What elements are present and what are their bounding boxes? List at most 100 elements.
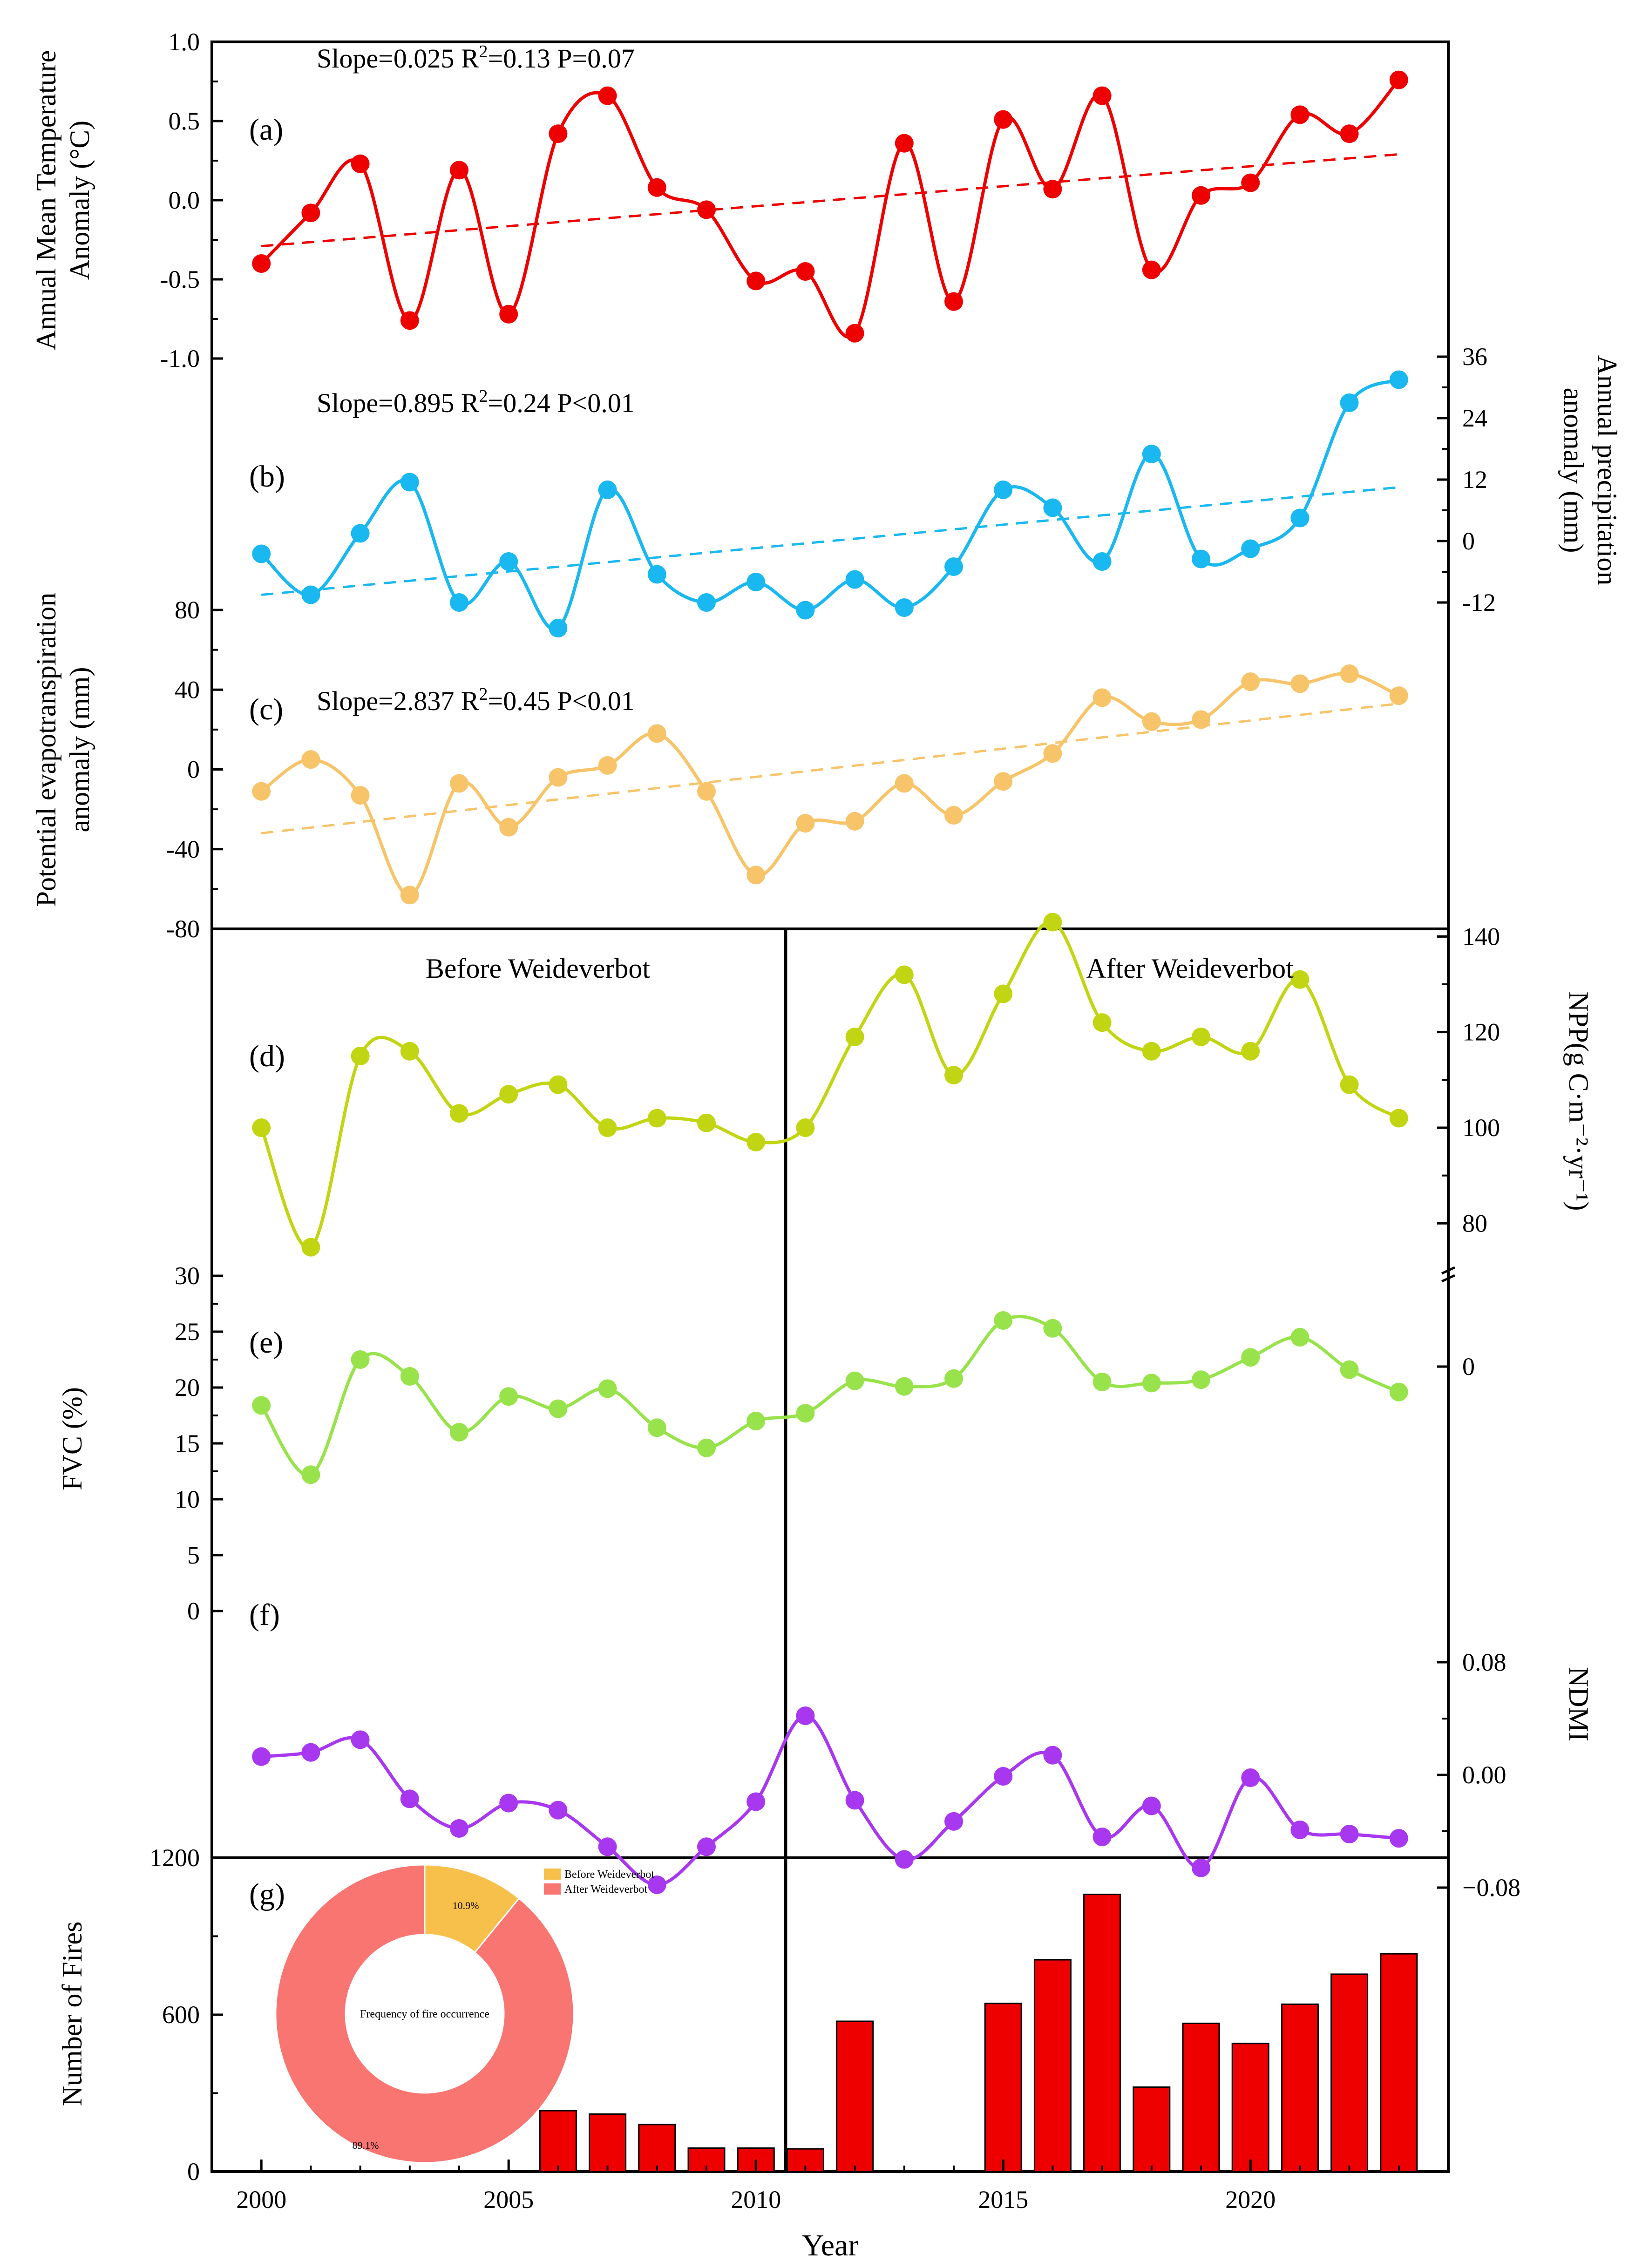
panel-label-c: (c) bbox=[249, 692, 283, 726]
stats-a: Slope=0.025 R2=0.13 P=0.07 bbox=[317, 42, 635, 74]
point-e-2004 bbox=[450, 1423, 468, 1442]
point-a-2008 bbox=[647, 178, 666, 197]
point-e-2007 bbox=[598, 1379, 617, 1398]
point-a-2004 bbox=[450, 161, 468, 180]
tick-label-f: −0.08 bbox=[1462, 1874, 1520, 1902]
point-f-2006 bbox=[549, 1801, 568, 1820]
fire-bar-2022 bbox=[1330, 1973, 1369, 2173]
point-c-2022 bbox=[1340, 664, 1359, 683]
tick-label-c: 80 bbox=[175, 596, 200, 624]
tick-label-f: 0.00 bbox=[1462, 1761, 1506, 1789]
point-e-2015 bbox=[994, 1311, 1013, 1330]
text-labels: (a) (b) (c) (d) (e) (f) (g) Slope=0.025 R2=0.13… bbox=[31, 42, 1622, 2106]
point-b-2019 bbox=[1192, 549, 1210, 569]
point-b-2000 bbox=[252, 544, 271, 563]
point-b-2015 bbox=[994, 481, 1013, 499]
point-e-2011 bbox=[796, 1404, 815, 1423]
point-e-2016 bbox=[1043, 1319, 1062, 1338]
point-e-2001 bbox=[301, 1465, 320, 1484]
fire-bar-2012 bbox=[836, 2020, 874, 2173]
point-f-2022 bbox=[1340, 1825, 1359, 1844]
point-e-2021 bbox=[1290, 1328, 1310, 1347]
axis-break bbox=[1441, 1266, 1456, 1275]
legend-label-1: After Weideverbot bbox=[564, 1883, 648, 1896]
point-a-2013 bbox=[895, 134, 914, 153]
trend-line-a bbox=[261, 153, 1399, 248]
fire-bar-2023 bbox=[1380, 1953, 1418, 2173]
point-d-2009 bbox=[697, 1113, 716, 1132]
point-c-2000 bbox=[252, 782, 271, 801]
point-b-2009 bbox=[697, 593, 716, 612]
point-e-2009 bbox=[697, 1438, 716, 1457]
tick-label-e: 20 bbox=[175, 1374, 200, 1401]
stats-b: Slope=0.895 R2=0.24 P<0.01 bbox=[317, 386, 635, 418]
tick-label-d: 120 bbox=[1462, 1018, 1500, 1046]
point-d-2014 bbox=[944, 1066, 963, 1085]
point-c-2012 bbox=[845, 812, 864, 831]
point-b-2011 bbox=[796, 601, 815, 620]
x-tick-label: 2000 bbox=[236, 2186, 286, 2214]
point-a-2017 bbox=[1093, 86, 1112, 105]
tick-label-a: -0.5 bbox=[160, 265, 200, 293]
point-a-2009 bbox=[697, 200, 716, 219]
point-c-2005 bbox=[499, 818, 518, 837]
point-b-2008 bbox=[647, 565, 666, 584]
point-f-2009 bbox=[697, 1837, 716, 1856]
tick-label-g: 1200 bbox=[149, 1844, 200, 1872]
point-a-2000 bbox=[252, 254, 271, 273]
tick-label-a: 1.0 bbox=[169, 28, 200, 56]
point-c-2010 bbox=[746, 866, 766, 885]
series-line-a bbox=[260, 79, 1400, 339]
tick-label-e: 25 bbox=[175, 1318, 200, 1346]
legend-label-0: Before Weideverbot bbox=[564, 1869, 654, 1881]
y-title-f: NDMI bbox=[1563, 1667, 1594, 1741]
panel-frames bbox=[210, 41, 1450, 2173]
point-d-2011 bbox=[796, 1118, 815, 1137]
fire-bar-2016 bbox=[1033, 1959, 1072, 2173]
donut-label-after: 89.1% bbox=[353, 2139, 379, 2151]
x-tick-label: 2005 bbox=[483, 2186, 534, 2214]
fire-bar-2017 bbox=[1083, 1894, 1121, 2173]
point-c-2004 bbox=[450, 774, 468, 793]
point-d-2023 bbox=[1389, 1109, 1408, 1128]
point-d-2017 bbox=[1093, 1013, 1112, 1032]
series-line-e bbox=[260, 1315, 1400, 1477]
tick-label-right-e: 0 bbox=[1462, 1353, 1475, 1381]
point-f-2003 bbox=[400, 1789, 419, 1808]
point-c-2017 bbox=[1093, 688, 1112, 707]
point-d-2007 bbox=[598, 1118, 617, 1137]
legend-swatch-1 bbox=[544, 1883, 561, 1895]
point-a-2007 bbox=[598, 86, 617, 105]
tick-label-a: 0.0 bbox=[169, 186, 200, 214]
tick-label-b: 36 bbox=[1462, 343, 1487, 371]
point-c-2009 bbox=[697, 782, 716, 801]
before-label: Before Weideverbot bbox=[426, 953, 651, 984]
y-title-e: FVC (%) bbox=[57, 1387, 88, 1490]
point-f-2016 bbox=[1043, 1746, 1062, 1765]
point-c-2019 bbox=[1192, 710, 1210, 729]
point-e-2023 bbox=[1389, 1382, 1408, 1401]
tick-label-e: 10 bbox=[175, 1485, 200, 1513]
point-b-2018 bbox=[1142, 445, 1161, 463]
tick-label-e-extra: 5 bbox=[187, 1541, 200, 1569]
point-f-2005 bbox=[499, 1794, 518, 1813]
point-f-2023 bbox=[1389, 1829, 1408, 1848]
point-b-2012 bbox=[845, 570, 864, 589]
point-f-2004 bbox=[450, 1819, 468, 1838]
y-title-c: Potential evapotranspiration anomaly (mm) bbox=[31, 593, 95, 907]
point-d-2002 bbox=[351, 1047, 370, 1065]
fire-bar-2008 bbox=[638, 2124, 676, 2173]
trend-line-c bbox=[261, 702, 1399, 834]
point-b-2020 bbox=[1241, 539, 1260, 558]
point-a-2012 bbox=[845, 324, 864, 343]
point-b-2017 bbox=[1093, 552, 1112, 571]
tick-label-f: 0.08 bbox=[1462, 1648, 1506, 1676]
point-c-2020 bbox=[1241, 672, 1260, 691]
point-c-2007 bbox=[598, 756, 617, 775]
tick-label-d: 80 bbox=[1462, 1209, 1487, 1237]
donut-label-before: 10.9% bbox=[453, 1900, 479, 1911]
point-d-2001 bbox=[301, 1238, 320, 1257]
point-e-2005 bbox=[499, 1387, 518, 1406]
point-c-2023 bbox=[1389, 686, 1408, 705]
point-c-2014 bbox=[944, 806, 963, 825]
